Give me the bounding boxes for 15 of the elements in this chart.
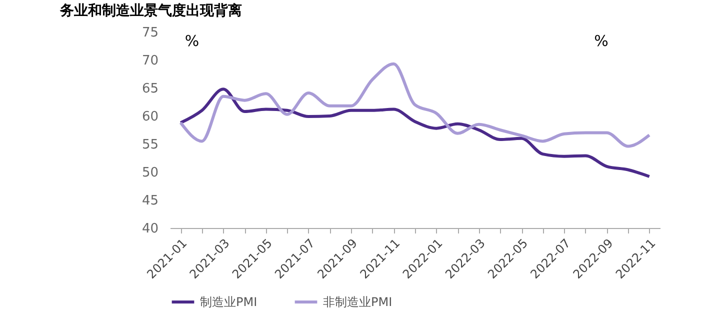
annotation: % — [594, 32, 608, 50]
y-tick-label: 75 — [142, 26, 158, 40]
y-tick-label: 50 — [142, 166, 158, 180]
y-tick-label: 55 — [142, 138, 158, 152]
y-tick-label: 40 — [142, 222, 158, 236]
y-tick-label: 60 — [142, 110, 158, 124]
legend-label: 非制造业PMI — [323, 295, 392, 309]
legend-label: 制造业PMI — [200, 295, 258, 309]
line-series — [179, 88, 651, 178]
y-axis-title: % — [184, 32, 200, 50]
chart-title: 务业和制造业景气度出现背离 — [59, 2, 242, 19]
line-series — [179, 62, 651, 148]
y-tick-label: 65 — [142, 82, 158, 96]
y-tick-label: 70 — [142, 54, 158, 68]
y-tick-label: 45 — [142, 194, 158, 208]
